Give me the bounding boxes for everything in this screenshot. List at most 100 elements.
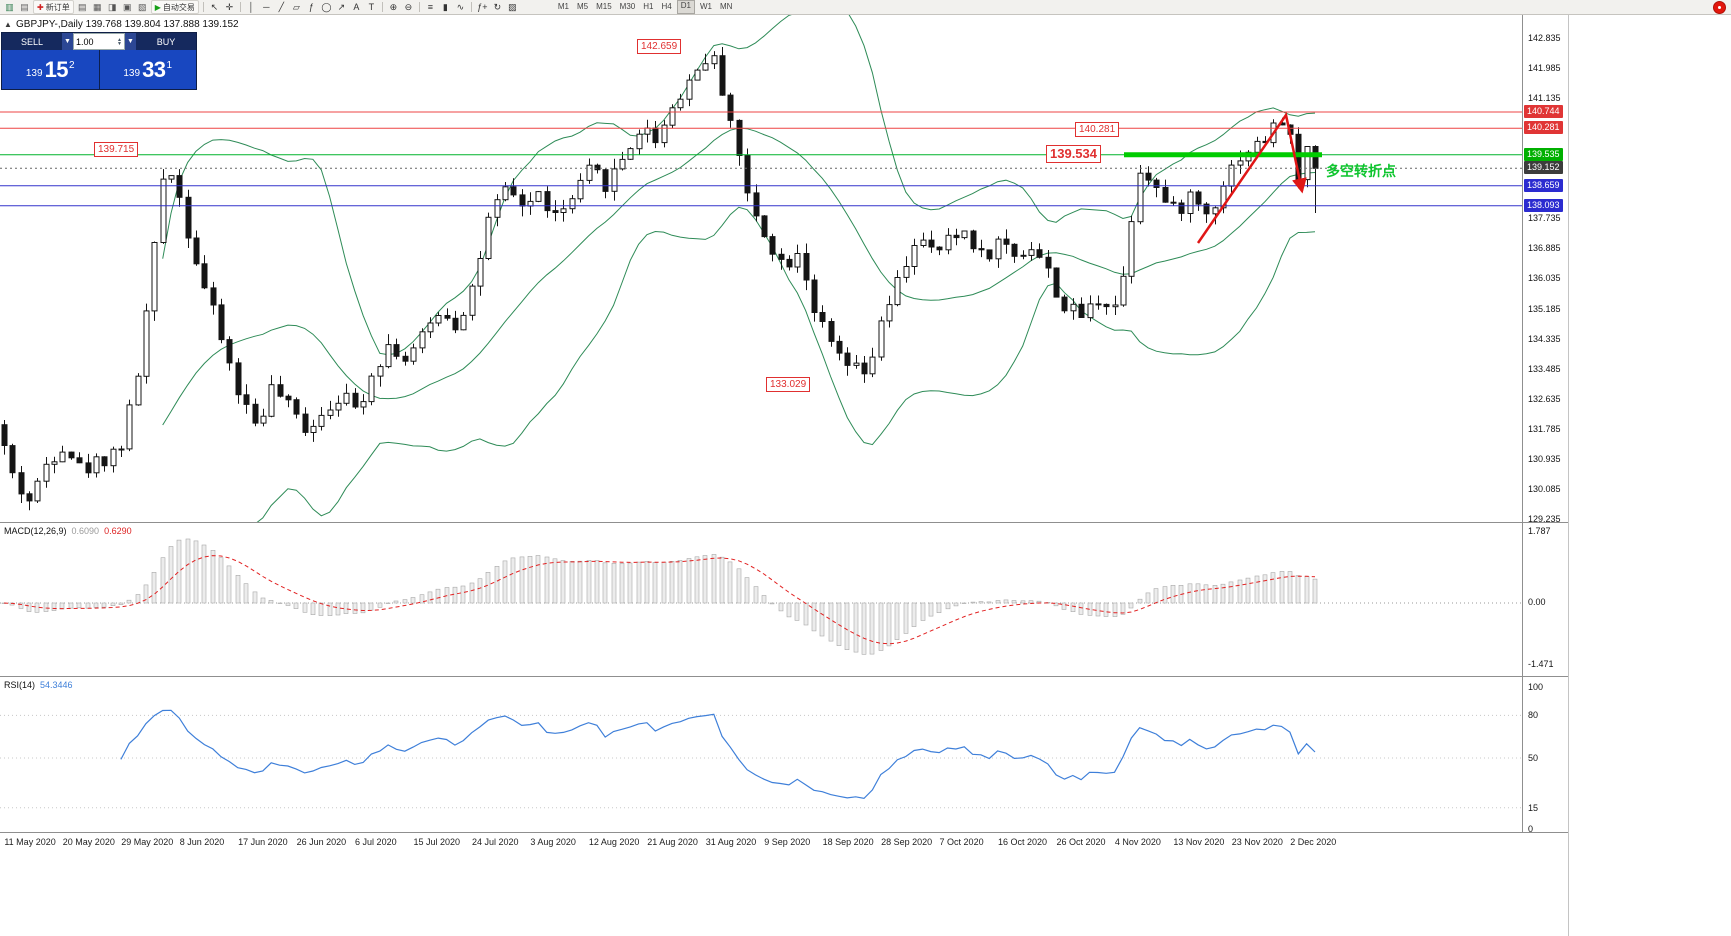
date-label: 7 Oct 2020 bbox=[939, 837, 984, 847]
price-tag-138.093: 138.093 bbox=[1524, 199, 1563, 212]
date-axis[interactable]: 11 May 2020 20 May 2020 29 May 2020 8 Jun 2… bbox=[0, 833, 1568, 853]
price-label-139.534[interactable]: 139.534 bbox=[1046, 145, 1101, 163]
date-label: 6 Jul 2020 bbox=[355, 837, 397, 847]
macd-label: MACD(12,26,9) 0.6090 0.6290 bbox=[4, 526, 132, 536]
price-tick: 0 bbox=[1528, 824, 1534, 833]
indicators-icon[interactable]: ƒ+ bbox=[477, 2, 488, 12]
auto-trading-icon: ▶ bbox=[154, 2, 161, 12]
price-tick: 142.835 bbox=[1528, 33, 1561, 43]
empty-client-area bbox=[1569, 15, 1731, 936]
cursor-icon[interactable]: ↖ bbox=[210, 2, 219, 12]
new-order-button[interactable]: ✚ 新订单 bbox=[33, 0, 74, 14]
profiles-icon[interactable]: ▤ bbox=[20, 2, 29, 12]
sell-options-caret-icon[interactable]: ▼ bbox=[62, 33, 73, 50]
buy-price-button[interactable]: 139 33 1 bbox=[99, 50, 196, 89]
chart-annotation-text[interactable]: 多空转折点 bbox=[1326, 163, 1396, 179]
text-label-icon[interactable]: T bbox=[368, 2, 375, 12]
horizontal-line-icon[interactable]: ─ bbox=[263, 2, 270, 12]
market-watch-icon[interactable]: ▤ bbox=[77, 2, 87, 12]
data-window-icon[interactable]: ▦ bbox=[92, 2, 102, 12]
toolbar-separator bbox=[239, 2, 241, 12]
chart-window[interactable]: 142.835 141.985 141.135 137.735 136.885 136.0… bbox=[0, 15, 1569, 936]
price-scale[interactable]: 142.835 141.985 141.135 137.735 136.885 136.0… bbox=[1522, 15, 1568, 522]
macd-pane[interactable]: 1.787 0.00 -1.471 MACD(12,26,9) 0.6090 0.629… bbox=[0, 523, 1568, 677]
timeframe-button-mn[interactable]: MN bbox=[719, 2, 733, 11]
price-tick: 136.885 bbox=[1528, 243, 1561, 253]
trendline-icon[interactable]: ╱ bbox=[278, 2, 285, 12]
equidistant-channel-icon[interactable]: ▱ bbox=[292, 2, 300, 12]
date-label: 28 Sep 2020 bbox=[881, 837, 933, 847]
date-label: 15 Jul 2020 bbox=[413, 837, 461, 847]
timeframe-button-h4[interactable]: H4 bbox=[661, 2, 672, 11]
date-label: 24 Jul 2020 bbox=[471, 837, 519, 847]
symbol-ohlc-title: GBPJPY-,Daily 139.768 139.804 137.888 13… bbox=[16, 19, 239, 30]
main-toolbar: ▥ ▤ ✚ 新订单 ▤ ▦ ◨ ▣ ▧ ▶ 自动交易 ↖ ✛ │ ─ ╱ ▱ ƒ ◯ ↗ A T ⊕ ⊖ ≡ ▮ ∿ ƒ+ ↻ ▨ M1 M5… bbox=[0, 0, 1731, 15]
date-label: 13 Nov 2020 bbox=[1173, 837, 1225, 847]
bottom-filler bbox=[0, 853, 1568, 936]
fibonacci-icon[interactable]: ƒ bbox=[308, 2, 314, 12]
periods-icon[interactable]: ↻ bbox=[493, 2, 502, 12]
navigator-icon[interactable]: ◨ bbox=[107, 2, 117, 12]
price-tag-140.281: 140.281 bbox=[1524, 121, 1563, 134]
zoom-out-icon[interactable]: ⊖ bbox=[404, 2, 413, 12]
templates-icon[interactable]: ▨ bbox=[508, 2, 517, 12]
text-icon[interactable]: A bbox=[353, 2, 360, 12]
notification-badge-icon[interactable] bbox=[1713, 1, 1726, 14]
sell-button[interactable]: SELL bbox=[20, 36, 44, 47]
rsi-chart-canvas[interactable] bbox=[0, 677, 1522, 833]
price-tick: 131.785 bbox=[1528, 424, 1561, 434]
oneclick-toggle-icon[interactable]: ▲ bbox=[4, 20, 12, 29]
candlestick-chart-icon[interactable]: ▮ bbox=[442, 2, 448, 12]
timeframe-button-w1[interactable]: W1 bbox=[699, 2, 712, 11]
timeframe-button-d1[interactable]: D1 bbox=[676, 0, 695, 14]
trend-arrow[interactable] bbox=[1196, 111, 1307, 244]
price-tag-138.659: 138.659 bbox=[1524, 179, 1563, 192]
zoom-in-icon[interactable]: ⊕ bbox=[389, 2, 398, 12]
rsi-pane[interactable]: 100 80 50 15 0 RSI(14) 54.3446 bbox=[0, 677, 1568, 833]
price-tick: 15 bbox=[1528, 803, 1539, 813]
date-label: 17 Jun 2020 bbox=[238, 837, 288, 847]
shapes-icon[interactable]: ◯ bbox=[321, 2, 332, 12]
terminal-icon[interactable]: ▣ bbox=[122, 2, 132, 12]
new-chart-icon[interactable]: ▥ bbox=[5, 2, 14, 12]
strategy-tester-icon[interactable]: ▧ bbox=[137, 2, 147, 12]
macd-chart-canvas[interactable] bbox=[0, 523, 1522, 677]
price-chart-canvas[interactable] bbox=[0, 15, 1522, 523]
date-label: 12 Aug 2020 bbox=[588, 837, 640, 847]
rsi-scale[interactable]: 100 80 50 15 0 bbox=[1522, 677, 1568, 832]
auto-trading-button[interactable]: ▶ 自动交易 bbox=[150, 0, 199, 14]
crosshair-icon[interactable]: ✛ bbox=[225, 2, 234, 12]
price-tick: 141.985 bbox=[1528, 63, 1561, 73]
price-label-133.029[interactable]: 133.029 bbox=[766, 377, 811, 392]
timeframe-button-m30[interactable]: M30 bbox=[619, 2, 636, 11]
price-pane[interactable]: 142.835 141.985 141.135 137.735 136.885 136.0… bbox=[0, 15, 1568, 523]
volume-input[interactable]: 1.00 ▲ ▼ bbox=[73, 33, 125, 50]
timeframe-button-m15[interactable]: M15 bbox=[596, 2, 612, 11]
line-chart-icon[interactable]: ∿ bbox=[456, 2, 465, 12]
vertical-line-icon[interactable]: │ bbox=[248, 2, 255, 12]
one-click-trading-panel[interactable]: SELL ▼ 1.00 ▲ ▼ ▼ BUY 139 15 2 139 33 1 bbox=[2, 33, 196, 89]
buy-options-caret-icon[interactable]: ▼ bbox=[125, 33, 136, 50]
price-label-142.659[interactable]: 142.659 bbox=[637, 39, 682, 54]
sell-price-button[interactable]: 139 15 2 bbox=[2, 50, 99, 89]
price-label-139.715[interactable]: 139.715 bbox=[94, 142, 139, 157]
buy-button[interactable]: BUY bbox=[156, 36, 176, 47]
date-label: 26 Oct 2020 bbox=[1056, 837, 1106, 847]
arrows-icon[interactable]: ↗ bbox=[337, 2, 346, 12]
volume-spinner[interactable]: ▲ ▼ bbox=[117, 36, 122, 47]
timeframe-button-m5[interactable]: M5 bbox=[576, 2, 589, 11]
price-label-140.281[interactable]: 140.281 bbox=[1075, 122, 1120, 137]
toolbar-separator bbox=[418, 2, 420, 12]
bar-chart-icon[interactable]: ≡ bbox=[427, 2, 433, 12]
macd-scale[interactable]: 1.787 0.00 -1.471 bbox=[1522, 523, 1568, 676]
price-tick: 130.085 bbox=[1528, 484, 1561, 494]
toolbar-separator bbox=[381, 2, 383, 12]
price-tag-140.744: 140.744 bbox=[1524, 105, 1563, 118]
price-tick: 135.185 bbox=[1528, 304, 1561, 314]
timeframe-button-m1[interactable]: M1 bbox=[557, 2, 569, 11]
date-label: 18 Sep 2020 bbox=[822, 837, 874, 847]
price-tick: -1.471 bbox=[1528, 659, 1554, 669]
date-label: 23 Nov 2020 bbox=[1231, 837, 1283, 847]
timeframe-button-h1[interactable]: H1 bbox=[643, 2, 654, 11]
price-tick: 80 bbox=[1528, 710, 1539, 720]
